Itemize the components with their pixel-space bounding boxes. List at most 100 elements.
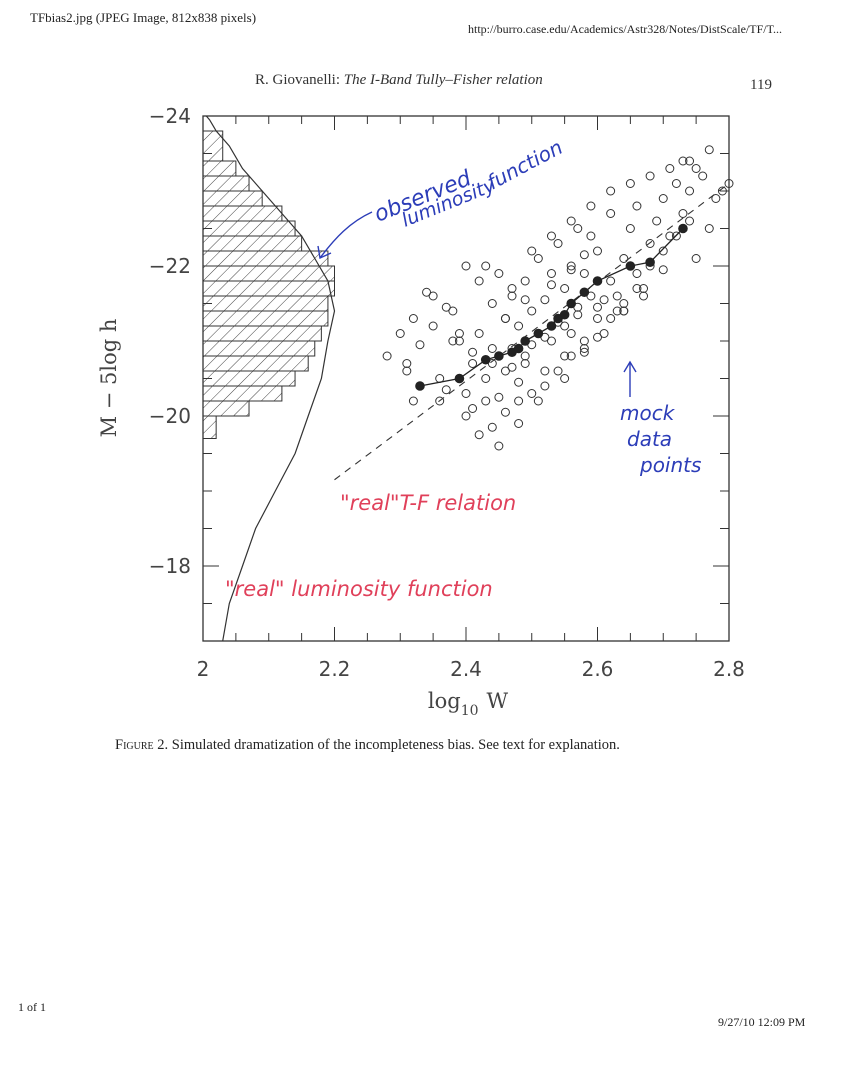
data-point [487, 299, 497, 308]
data-point [514, 396, 524, 406]
data-point [500, 407, 510, 417]
data-point [408, 396, 418, 406]
data-point [632, 269, 642, 278]
mean-point [480, 354, 491, 365]
data-point [658, 194, 668, 203]
data-point [514, 321, 524, 331]
y-tick-label: −22 [149, 254, 191, 278]
page-count: 1 of 1 [18, 1000, 46, 1014]
data-point [566, 329, 576, 338]
data-point [593, 302, 602, 312]
data-point [428, 291, 438, 301]
mean-point [415, 381, 425, 391]
data-point [619, 306, 629, 316]
annotation-real-tf: "real"T-F relation [340, 491, 516, 515]
data-point [474, 276, 484, 286]
data-point [546, 336, 556, 346]
x-tick-label: 2.4 [450, 657, 482, 681]
x-axis-label-base: log [428, 689, 461, 713]
data-point [658, 265, 668, 275]
running-head-title: The I-Band Tully–Fisher relation [343, 72, 543, 88]
x-axis-label: log10 W [428, 689, 509, 719]
data-point [481, 396, 491, 406]
data-point [520, 359, 530, 368]
print-timestamp: 9/27/10 12:09 PM [718, 1015, 806, 1029]
data-point [711, 194, 721, 203]
data-point [461, 389, 471, 398]
data-point [599, 329, 609, 338]
data-point [606, 209, 616, 218]
data-point [533, 396, 543, 406]
data-point [487, 422, 497, 432]
data-point [435, 396, 445, 406]
data-point [619, 254, 629, 263]
data-point [540, 381, 550, 391]
data-point [520, 276, 530, 286]
figure-caption: Figure 2. Simulated dramatization of the… [115, 737, 620, 754]
data-point [579, 250, 589, 260]
data-point [606, 314, 616, 323]
y-axis-label: M − 5log h [97, 319, 121, 438]
histogram-bar [202, 400, 250, 417]
x-tick-label: 2 [197, 657, 210, 681]
histogram-bar [202, 295, 329, 312]
data-point [514, 377, 524, 387]
data-point [448, 336, 458, 346]
mean-point [454, 373, 465, 384]
data-point [408, 314, 418, 323]
data-point [514, 419, 524, 428]
data-point [454, 336, 464, 346]
y-tick-label: −20 [149, 404, 191, 428]
histogram-bar [202, 370, 296, 387]
data-point [586, 201, 596, 211]
mean-line [419, 228, 684, 387]
data-point [593, 314, 602, 323]
data-point [415, 340, 425, 350]
mean-point [533, 328, 544, 339]
data-point [579, 336, 589, 346]
data-point [639, 291, 649, 301]
data-point [540, 295, 550, 305]
data-point [454, 329, 464, 338]
data-point [441, 385, 451, 395]
ticks-group: 2 2.2 2.4 2.6 2.8 −24 −22 −20 −18 [149, 104, 745, 681]
data-point [500, 366, 510, 376]
page-number: 119 [750, 77, 772, 93]
figure-caption-label: Figure 2. [115, 737, 169, 753]
data-point [632, 201, 642, 211]
data-point [632, 284, 642, 293]
annotation-points: points [639, 453, 701, 477]
histogram-bar [202, 205, 283, 222]
browser-file-title: TFbias2.jpg (JPEG Image, 812x838 pixels) [30, 10, 257, 25]
mean-point [494, 351, 504, 361]
data-point [573, 310, 583, 320]
y-tick-label: −24 [149, 104, 191, 128]
running-head: R. Giovanelli: The I-Band Tully–Fisher r… [255, 72, 543, 89]
histogram-bar [202, 175, 250, 192]
histogram-bar [202, 190, 263, 207]
data-point [474, 329, 484, 338]
data-point [402, 359, 412, 368]
data-point [560, 374, 570, 383]
data-point [566, 351, 576, 361]
mean-point [559, 309, 570, 320]
annotation-mock: mock [620, 401, 676, 425]
annotation-real-lf: "real" luminosity function [225, 577, 493, 601]
data-point [494, 441, 504, 451]
data-point [665, 164, 675, 173]
histogram-bar [202, 250, 329, 267]
mean-point [579, 287, 590, 298]
data-point [448, 306, 458, 316]
x-axis-label-sub: 10 [461, 703, 479, 719]
data-point [461, 261, 471, 271]
data-point [560, 284, 570, 293]
histogram-bar [202, 325, 322, 342]
data-point [520, 295, 530, 305]
data-point [395, 329, 405, 338]
mean-point [566, 298, 577, 309]
histogram-bar [202, 160, 237, 177]
data-point [441, 302, 451, 312]
data-point [652, 216, 662, 226]
data-point [698, 171, 708, 181]
